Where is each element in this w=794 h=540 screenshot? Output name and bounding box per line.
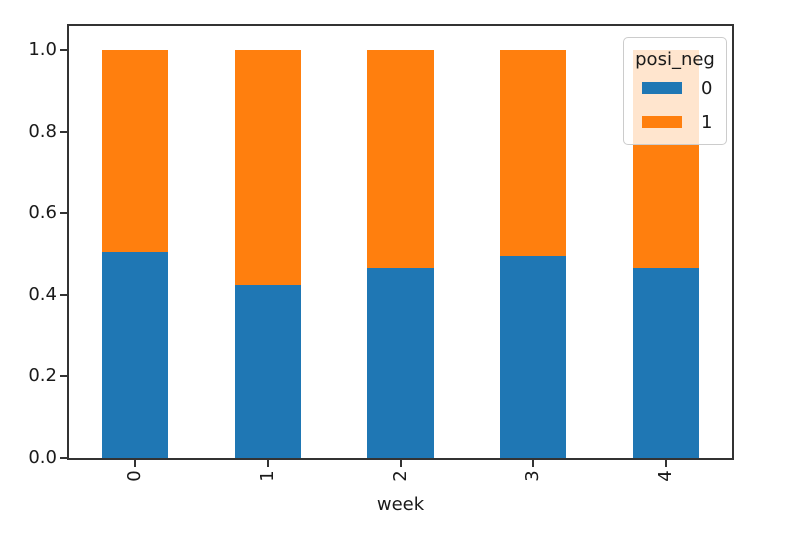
x-tick-label: 0 xyxy=(124,470,146,482)
y-tick-mark xyxy=(60,293,67,296)
legend-swatch xyxy=(642,116,682,128)
y-tick-mark xyxy=(60,130,67,133)
x-tick-label: 1 xyxy=(256,470,278,482)
y-tick-mark xyxy=(60,375,67,378)
legend-entry-label: 1 xyxy=(701,111,713,133)
bar-segment-series-1 xyxy=(499,50,567,256)
bar-segment-series-0 xyxy=(234,285,301,458)
bar-segment-series-0 xyxy=(367,268,434,458)
x-tick-label: 3 xyxy=(522,470,544,482)
y-tick-label: 0.6 xyxy=(28,202,57,224)
legend-entry-label: 0 xyxy=(701,77,713,99)
bar-stack-week-1 xyxy=(234,50,301,458)
bar-segment-series-0 xyxy=(632,268,699,458)
y-tick-label: 0.8 xyxy=(28,120,57,142)
x-tick-label: 4 xyxy=(654,470,676,482)
x-tick-mark xyxy=(532,460,535,467)
bar-segment-series-1 xyxy=(367,50,434,269)
bar-stack-week-0 xyxy=(102,50,169,458)
x-tick-mark xyxy=(134,460,137,467)
y-tick-label: 0.4 xyxy=(28,283,57,305)
bar-stack-week-2 xyxy=(367,50,434,458)
bar-segment-series-1 xyxy=(102,50,169,252)
bar-segment-series-0 xyxy=(499,256,567,458)
y-tick-label: 1.0 xyxy=(28,39,57,60)
y-tick-mark xyxy=(60,457,67,459)
legend-entry: 0 xyxy=(624,74,726,102)
x-tick-mark xyxy=(399,460,402,467)
x-tick-mark xyxy=(266,460,269,467)
bar-segment-series-0 xyxy=(102,252,169,458)
plot-area: week 0 1 2 3 4 0.0 0.2 0.4 0.6 0.8 1.0 xyxy=(28,24,734,515)
bar-stack-week-3 xyxy=(499,50,567,458)
bar-segment-series-1 xyxy=(234,50,301,286)
y-tick-mark xyxy=(60,49,67,51)
y-tick-label: 0.0 xyxy=(28,447,57,468)
x-axis-label: week xyxy=(376,494,425,515)
x-tick-label: 2 xyxy=(389,470,411,482)
y-tick-mark xyxy=(60,212,67,215)
legend-swatch xyxy=(642,82,682,94)
legend-title: posi_neg xyxy=(635,49,715,70)
x-tick-mark xyxy=(664,460,667,467)
y-tick-label: 0.2 xyxy=(28,365,57,387)
legend-entry: 1 xyxy=(624,108,726,136)
